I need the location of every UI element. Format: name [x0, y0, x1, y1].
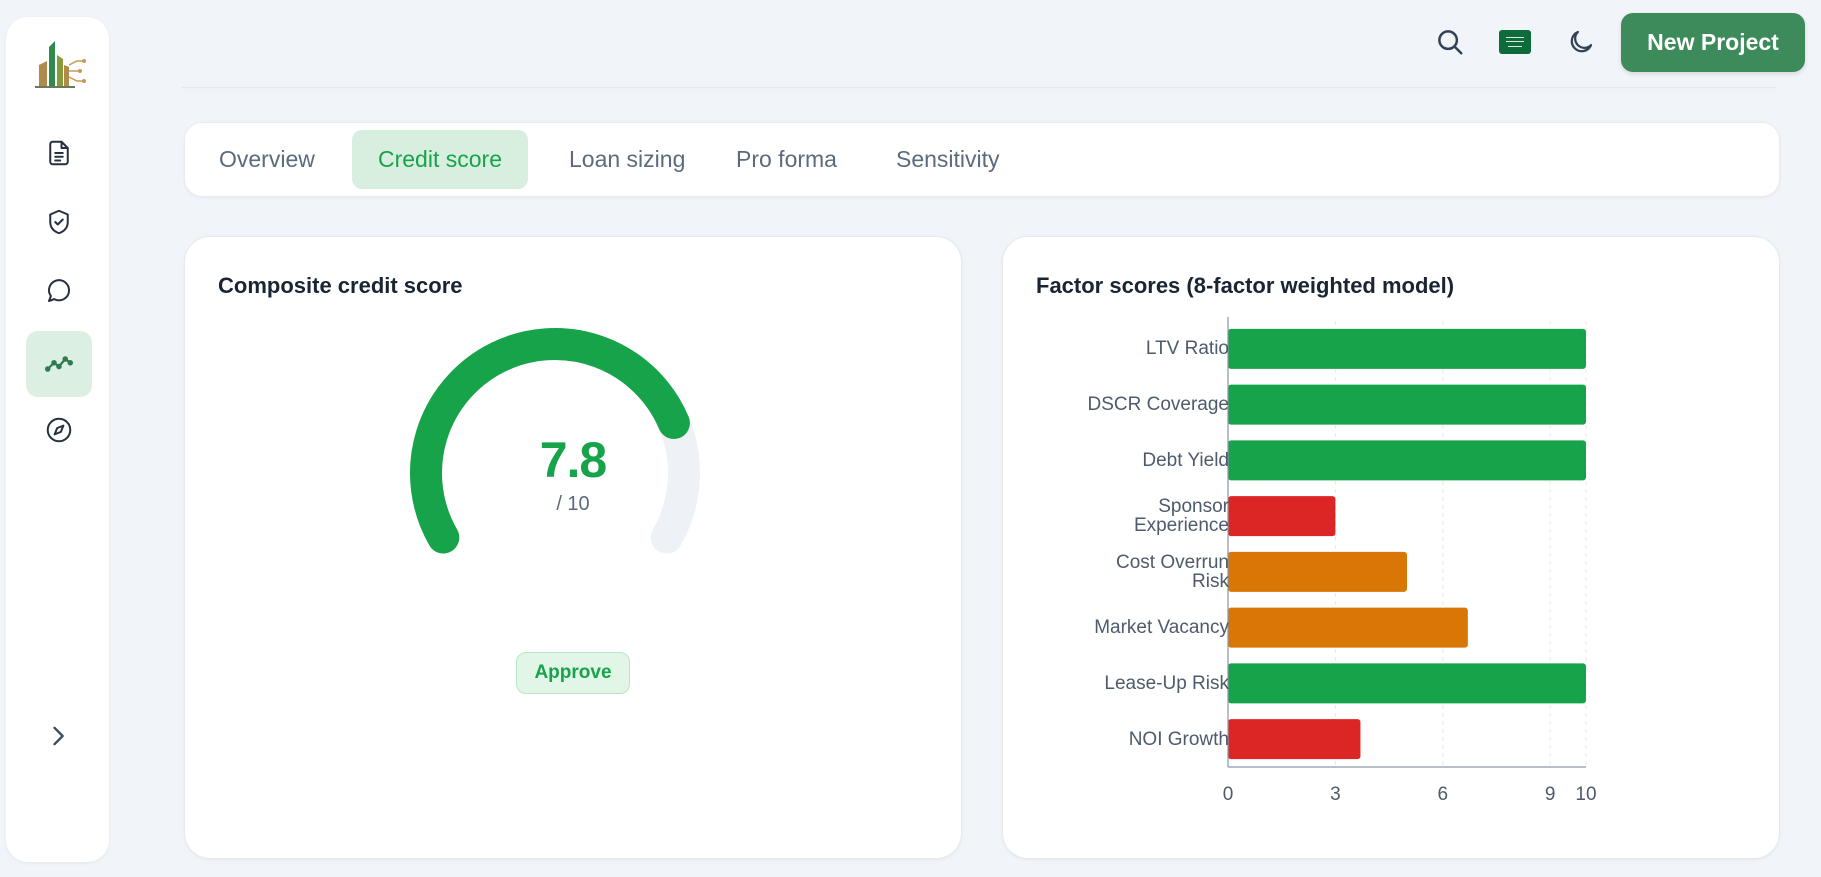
- buildings-logo-icon[interactable]: [33, 35, 89, 91]
- bar-debt-yield: [1228, 440, 1586, 481]
- category-label: Market Vacancy: [1094, 617, 1229, 639]
- bar-noi-growth: [1228, 719, 1361, 760]
- category-label: Debt Yield: [1142, 449, 1229, 471]
- x-tick-label: 10: [1575, 784, 1597, 805]
- header-divider: [182, 87, 1777, 88]
- composite-score-card: Composite credit score 7.8 / 10 Approve: [184, 236, 962, 859]
- nav-analytics[interactable]: [26, 331, 92, 397]
- x-tick-label: 0: [1222, 784, 1234, 805]
- tab-loan-sizing[interactable]: Loan sizing: [569, 146, 686, 172]
- tab-credit-score[interactable]: Credit score: [352, 130, 528, 189]
- sidebar: [6, 17, 109, 862]
- nav-explore[interactable]: [26, 397, 92, 463]
- nav-chat[interactable]: [26, 258, 92, 324]
- x-tick-label: 3: [1330, 784, 1341, 805]
- card-title: Composite credit score: [218, 273, 463, 298]
- document-icon: [49, 140, 69, 166]
- factor-scores-card: Factor scores (8-factor weighted model) …: [1002, 236, 1780, 859]
- bar-sponsor-experience: [1228, 496, 1336, 537]
- tab-pro-forma[interactable]: Pro forma: [736, 146, 837, 172]
- x-tick-label: 9: [1544, 784, 1556, 805]
- bar-ltv-ratio: [1228, 328, 1586, 369]
- x-tick-label: 6: [1437, 784, 1449, 805]
- saudi-flag-icon: [1499, 30, 1531, 54]
- gauge-fill: [410, 328, 690, 554]
- category-label: Lease-Up Risk: [1104, 672, 1229, 694]
- search-button[interactable]: [1430, 22, 1470, 62]
- score-max: / 10: [556, 493, 590, 515]
- new-project-button[interactable]: New Project: [1621, 13, 1805, 72]
- chevron-right-icon: [53, 726, 64, 746]
- bar-dscr-coverage: [1228, 384, 1586, 425]
- category-label: LTV Ratio: [1145, 338, 1229, 360]
- category-label: DSCR Coverage: [1087, 394, 1230, 416]
- theme-toggle-button[interactable]: [1561, 22, 1601, 62]
- category-label: Cost Overrun Risk: [1116, 551, 1229, 592]
- bar-market-vacancy: [1228, 607, 1468, 648]
- shield-check-icon: [49, 209, 69, 235]
- card-title: Factor scores (8-factor weighted model): [1036, 273, 1455, 298]
- trend-line-icon: [45, 356, 74, 372]
- search-icon: [1438, 30, 1463, 55]
- sidebar-expand-button[interactable]: [36, 714, 80, 758]
- chat-bubble-icon: [48, 279, 71, 302]
- category-label: Sponsor Experience: [1133, 496, 1229, 537]
- decision-badge: Approve: [516, 652, 630, 694]
- tab-sensitivity[interactable]: Sensitivity: [896, 146, 1000, 172]
- nav-documents[interactable]: [26, 120, 92, 186]
- score-gauge: [410, 328, 700, 554]
- tab-overview[interactable]: Overview: [219, 146, 315, 172]
- moon-icon: [1570, 30, 1593, 53]
- score-value: 7.8: [539, 432, 608, 488]
- category-label: NOI Growth: [1128, 728, 1229, 750]
- nav-compliance[interactable]: [26, 189, 92, 255]
- language-button[interactable]: [1495, 22, 1535, 62]
- compass-icon: [46, 417, 72, 443]
- bar-lease-up-risk: [1228, 663, 1586, 704]
- factor-bar-chart: [1227, 317, 1587, 768]
- tab-bar: Overview Credit score Loan sizing Pro fo…: [184, 122, 1780, 197]
- bar-cost-overrun-risk: [1228, 551, 1407, 592]
